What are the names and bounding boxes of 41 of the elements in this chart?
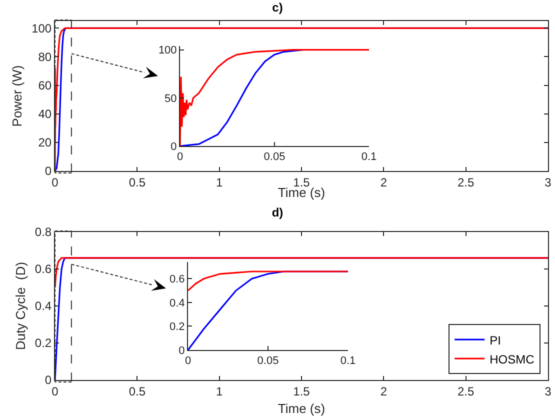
y-tick-label: 0.4 [170,297,185,310]
x-tick-label: 0.05 [257,355,279,368]
y-tick-label: 100 [32,21,52,36]
x-axis-title: Time (s) [278,401,326,416]
x-tick-label: 2.5 [457,384,474,398]
x-tick-label: 1 [216,384,223,398]
y-axis-title: Power (W) [10,65,25,127]
x-tick-label: 0.1 [361,151,377,164]
x-tick-label: 0.05 [264,151,286,164]
legend-label: PI [490,333,501,348]
y-axis-title: Duty Cycle (D) [12,262,28,350]
y-tick-label: 0 [178,344,185,357]
x-tick-label: 0.1 [340,355,356,368]
x-tick-label: 2 [380,175,388,190]
x-tick-label: 3 [544,175,552,190]
y-tick-label: 0.4 [34,299,52,314]
y-tick-label: 0.6 [170,274,185,286]
y-tick-label: 100 [158,44,177,57]
x-tick-label: 0.5 [128,384,146,398]
y-tick-label: 0 [170,140,177,153]
y-tick-label: 0 [44,164,52,178]
x-tick-label: 1.5 [293,384,310,398]
y-tick-label: 60 [38,78,52,92]
y-tick-label: 40 [38,107,52,122]
y-tick-label: 0.8 [34,225,52,240]
y-tick-label: 80 [38,50,52,64]
y-tick-label: 50 [164,92,177,105]
y-tick-label: 0.6 [34,262,52,276]
legend-label: HOSMC [490,352,535,366]
x-tick-label: 3 [544,384,552,398]
x-tick-label: 1 [216,175,223,190]
chart-title: d) [272,205,284,220]
y-tick-label: 0.2 [170,321,185,334]
y-tick-label: 20 [38,136,52,150]
x-tick-label: 1.5 [293,175,310,190]
x-tick-label: 0.5 [128,175,146,190]
y-tick-label: 0.2 [34,336,52,350]
chart-title: c) [272,0,283,14]
x-tick-label: 2 [380,384,388,398]
x-tick-label: 2.5 [457,175,474,190]
y-tick-label: 0 [44,373,52,388]
